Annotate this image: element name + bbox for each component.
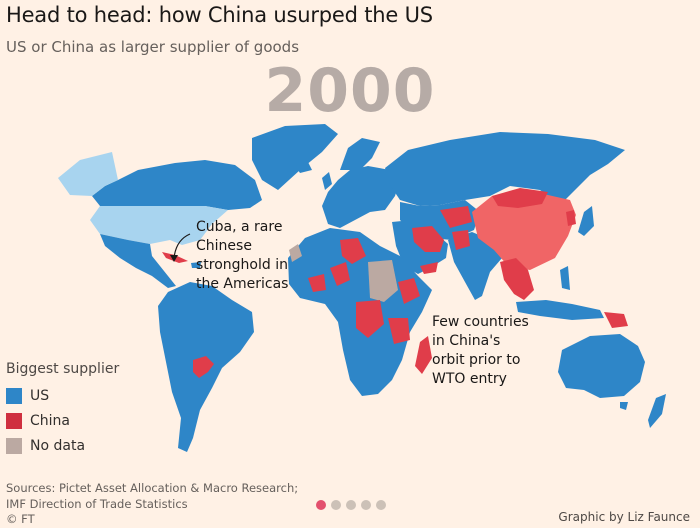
year-label: 2000 (264, 56, 436, 126)
region-madagascar (415, 336, 432, 374)
region-china (472, 190, 576, 270)
region-yemen (420, 262, 438, 274)
region-greenland (252, 124, 338, 190)
map-legend: Biggest supplier US China No data (6, 361, 119, 458)
region-sudan (368, 260, 398, 302)
pagination-dot-4[interactable] (361, 500, 371, 510)
region-russia (385, 132, 625, 206)
legend-item-no-data: No data (6, 433, 119, 458)
legend-swatch-us (6, 387, 22, 404)
region-mongolia (492, 188, 548, 208)
pagination-dots (316, 500, 391, 510)
cuba-annotation-arrowhead (170, 255, 178, 262)
wto-annotation-line: WTO entry (432, 371, 507, 387)
wto-annotation-line: in China's (432, 333, 501, 349)
graphic-credit: Graphic by Liz Faunce (558, 510, 690, 524)
legend-label-us: US (30, 387, 50, 404)
source-note: Sources: Pictet Asset Allocation & Macro… (6, 480, 298, 512)
region-scandinavia (340, 138, 380, 170)
pagination-dot-5[interactable] (376, 500, 386, 510)
region-australia (558, 334, 645, 398)
legend-item-us: US (6, 383, 119, 408)
region-philippines (560, 266, 570, 290)
region-hispaniola (191, 262, 201, 268)
chart-title: Head to head: how China usurped the US (6, 3, 433, 27)
region-japan (578, 206, 594, 236)
cuba-annotation-line: stronghold in (196, 257, 288, 273)
region-uk (322, 172, 332, 190)
cuba-annotation: Cuba, a rare Chinese stronghold in the A… (196, 218, 288, 294)
region-libya (340, 238, 366, 264)
copyright: © FT (6, 512, 35, 526)
region-alaska (58, 152, 118, 196)
region-west-africa-china (308, 274, 326, 292)
wto-annotation-line: orbit prior to (432, 352, 521, 368)
chart-subtitle: US or China as larger supplier of goods (6, 38, 300, 56)
legend-item-china: China (6, 408, 119, 433)
region-ethiopia (398, 278, 420, 304)
legend-swatch-china (6, 412, 22, 429)
legend-label-no-data: No data (30, 437, 86, 454)
pagination-dot-3[interactable] (346, 500, 356, 510)
wto-annotation-line: Few countries (432, 314, 529, 330)
region-usa (90, 206, 228, 245)
pagination-dot-1[interactable] (316, 500, 326, 510)
region-afghanistan (452, 230, 470, 250)
region-png (604, 312, 628, 328)
wto-annotation: Few countries in China's orbit prior to … (432, 313, 529, 389)
legend-label-china: China (30, 412, 70, 429)
legend-swatch-no-data (6, 437, 22, 454)
region-paraguay (193, 356, 214, 378)
region-south-asia (448, 232, 502, 300)
cuba-annotation-line: the Americas (196, 276, 289, 292)
source-line: IMF Direction of Trade Statistics (6, 497, 188, 511)
source-line: Sources: Pictet Asset Allocation & Macro… (6, 481, 299, 495)
region-mainland-se-asia (500, 258, 534, 300)
region-tasmania (620, 402, 628, 410)
legend-title: Biggest supplier (6, 361, 120, 377)
region-europe (322, 166, 400, 228)
region-nigeria (330, 262, 350, 286)
cuba-annotation-line: Chinese (196, 238, 252, 254)
region-iceland (295, 162, 312, 173)
region-central-africa-china (356, 300, 384, 338)
region-western-sahara (289, 244, 302, 262)
region-indonesia (516, 300, 604, 320)
region-canada (92, 160, 262, 210)
region-central-asia-china (440, 206, 472, 228)
region-tanzania (388, 318, 410, 344)
cuba-annotation-line: Cuba, a rare (196, 219, 283, 235)
pagination-dot-2[interactable] (331, 500, 341, 510)
region-korea (566, 210, 576, 226)
region-iran (412, 226, 444, 252)
region-mexico (100, 234, 176, 288)
region-new-zealand (648, 394, 666, 428)
